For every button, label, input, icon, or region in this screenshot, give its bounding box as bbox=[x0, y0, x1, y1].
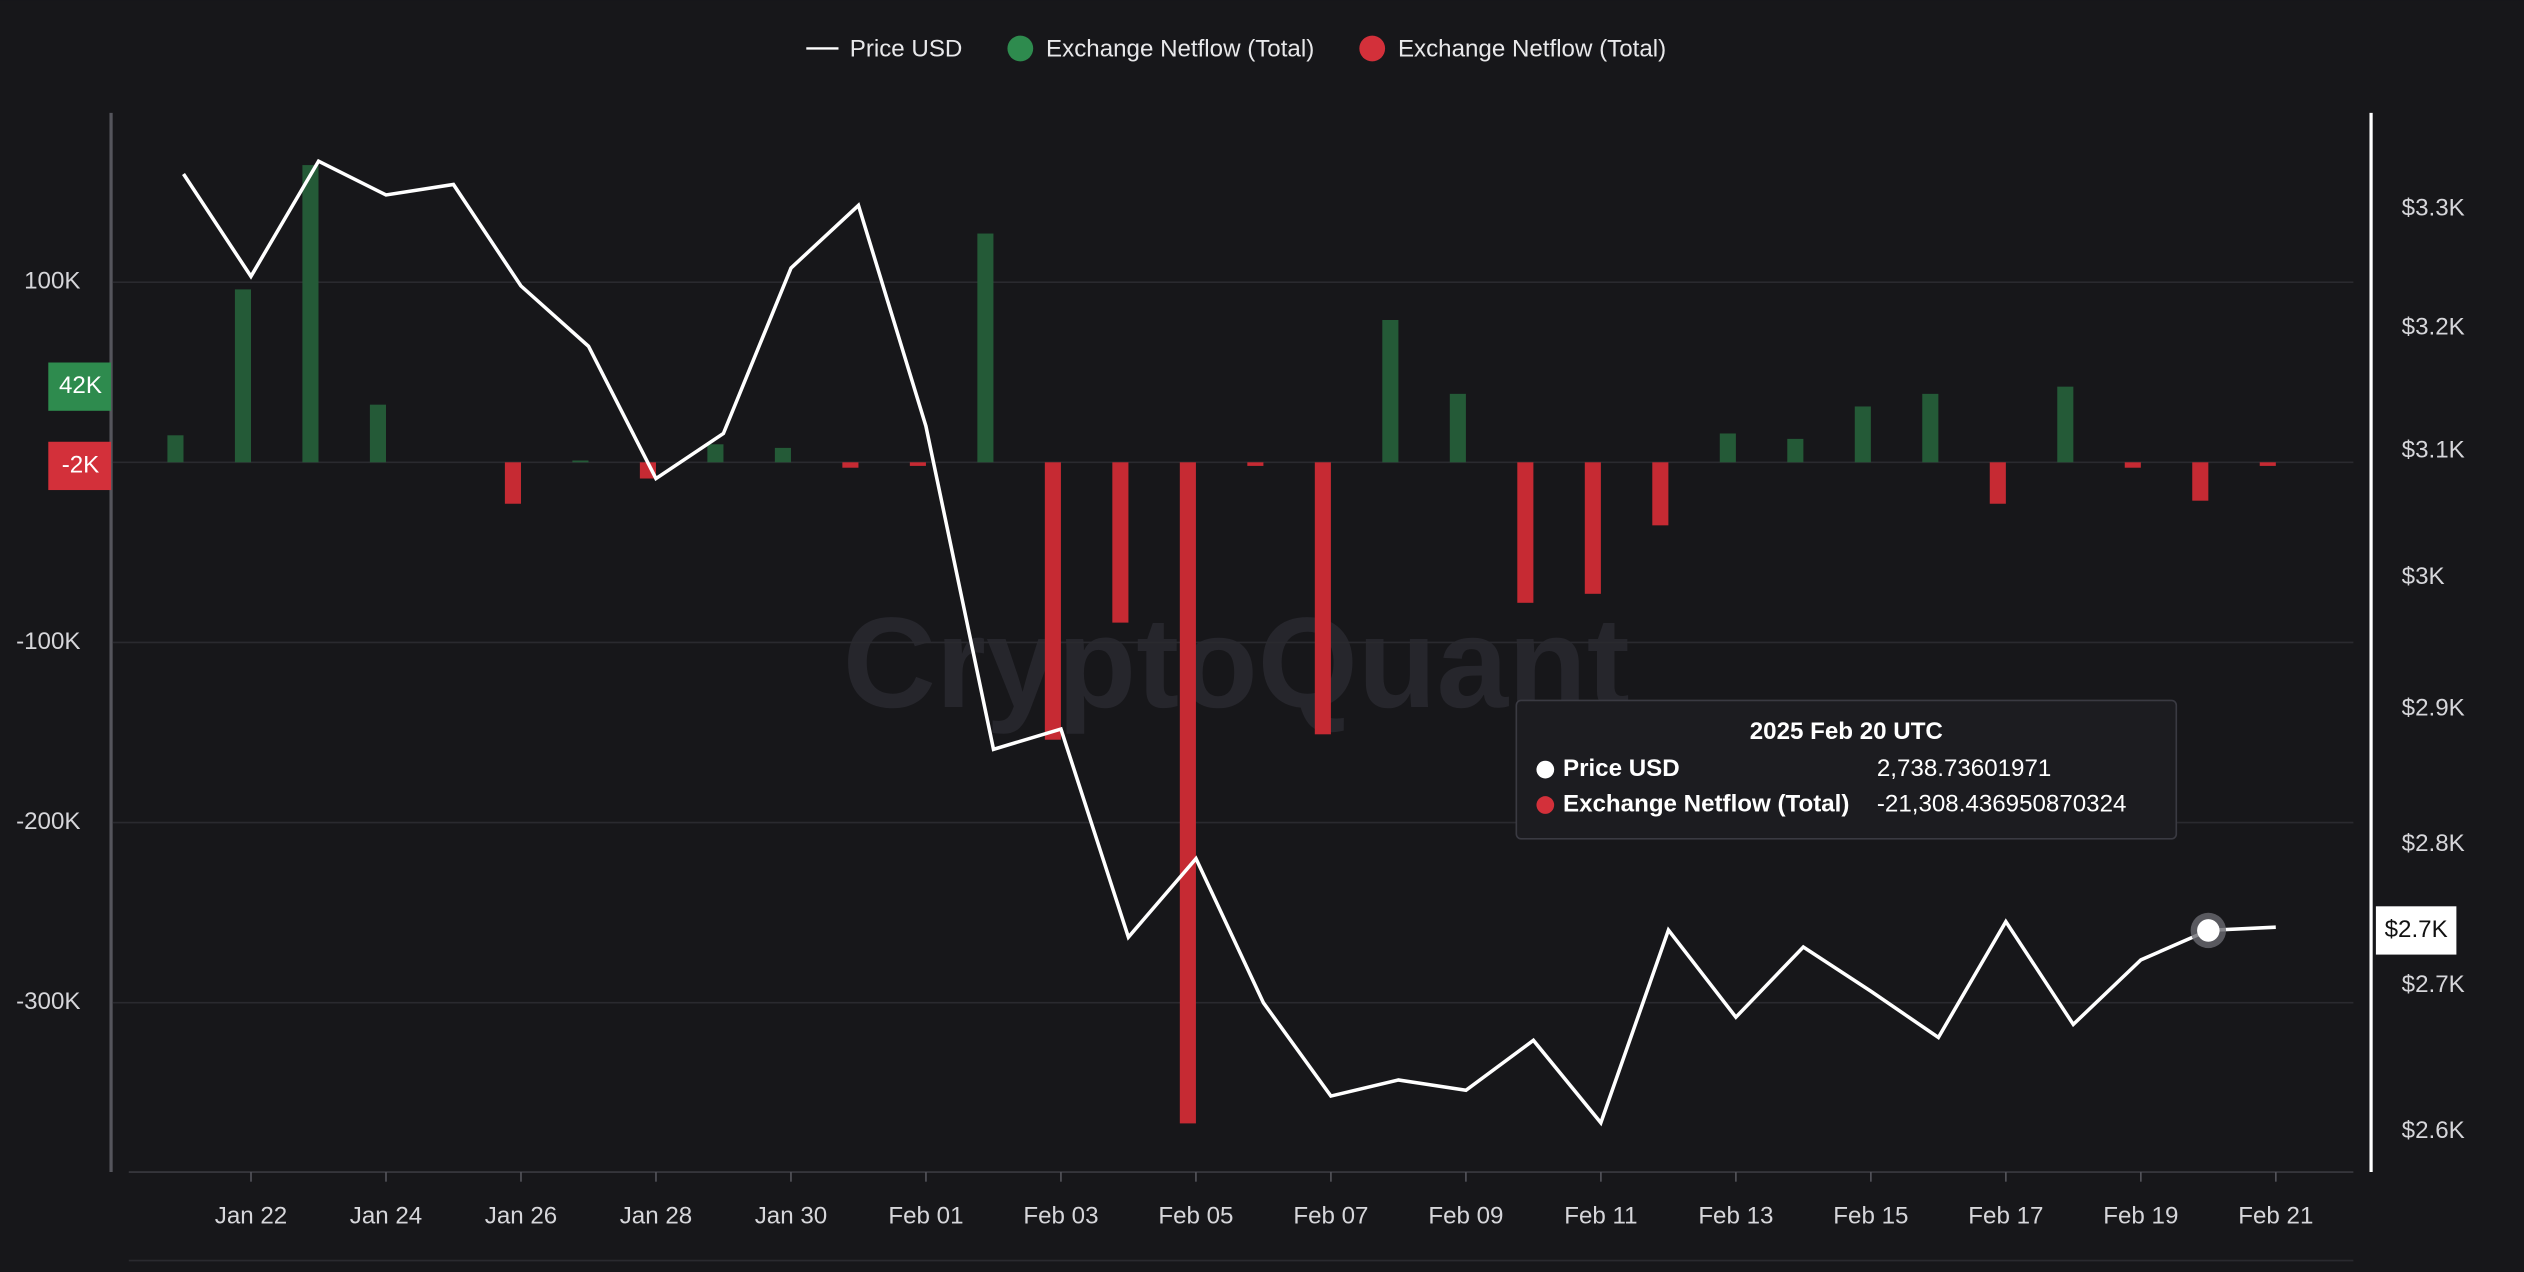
x-tick-label: Jan 22 bbox=[215, 1202, 287, 1229]
bar bbox=[707, 444, 724, 463]
bar bbox=[2259, 462, 2276, 466]
tooltip-value: 2,738.73601971 bbox=[1877, 755, 2051, 782]
bar bbox=[977, 233, 994, 463]
bar bbox=[167, 435, 184, 463]
tooltip-date: 2025 Feb 20 UTC bbox=[1750, 718, 1943, 745]
x-tick-label: Feb 05 bbox=[1158, 1202, 1233, 1229]
bar bbox=[302, 165, 319, 463]
x-tick-label: Jan 30 bbox=[755, 1202, 827, 1229]
bar bbox=[1044, 462, 1061, 740]
y-tick-label: -300K bbox=[16, 988, 80, 1015]
bar bbox=[234, 289, 251, 463]
x-tick-label: Feb 21 bbox=[2238, 1202, 2313, 1229]
value-flag bbox=[2375, 906, 2457, 955]
y2-tick-label: $3K bbox=[2402, 563, 2445, 590]
x-tick-label: Feb 19 bbox=[2103, 1202, 2178, 1229]
bar bbox=[1584, 462, 1601, 594]
y2-tick-label: $3.2K bbox=[2402, 313, 2465, 340]
x-tick-label: Jan 28 bbox=[620, 1202, 692, 1229]
value-flag-label: $2.7K bbox=[2385, 916, 2448, 943]
tooltip: 2025 Feb 20 UTC Price USD 2,738.73601971… bbox=[1515, 699, 2178, 840]
x-tick-label: Jan 26 bbox=[485, 1202, 557, 1229]
bar bbox=[2124, 462, 2141, 468]
bar bbox=[504, 462, 521, 504]
bar bbox=[1382, 320, 1399, 463]
bar bbox=[1652, 462, 1669, 526]
tooltip-dot bbox=[1536, 796, 1555, 814]
bar bbox=[842, 462, 859, 468]
x-tick-label: Feb 15 bbox=[1833, 1202, 1908, 1229]
x-tick-label: Jan 24 bbox=[350, 1202, 422, 1229]
tooltip-name: Exchange Netflow (Total) bbox=[1563, 790, 1849, 817]
y2-tick-label: $2.8K bbox=[2402, 830, 2465, 857]
x-tick-label: Feb 07 bbox=[1293, 1202, 1368, 1229]
value-flag bbox=[48, 441, 112, 491]
legend-dot bbox=[1359, 35, 1386, 62]
legend-label: Exchange Netflow (Total) bbox=[1398, 35, 1666, 62]
y-tick-label: 100K bbox=[24, 268, 80, 295]
value-flag-label: 42K bbox=[59, 372, 102, 399]
watermark: CryptoQuant bbox=[843, 591, 1630, 735]
bar bbox=[1922, 393, 1939, 463]
hover-point bbox=[2197, 919, 2220, 942]
bar bbox=[1719, 433, 1736, 463]
legend-dot bbox=[1007, 35, 1034, 62]
bar bbox=[1112, 462, 1129, 623]
bar bbox=[1314, 462, 1331, 735]
value-flag-label: -2K bbox=[62, 451, 100, 478]
x-tick-label: Feb 03 bbox=[1023, 1202, 1098, 1229]
y2-tick-label: $2.6K bbox=[2402, 1117, 2465, 1144]
bar bbox=[2192, 462, 2209, 501]
tooltip-dot bbox=[1536, 760, 1555, 779]
x-tick-label: Feb 09 bbox=[1428, 1202, 1503, 1229]
y2-tick-label: $3.1K bbox=[2402, 436, 2465, 463]
bar bbox=[369, 404, 386, 463]
y2-tick-label: $2.9K bbox=[2402, 694, 2465, 721]
bar bbox=[1517, 462, 1534, 603]
price-line bbox=[182, 158, 2276, 1127]
legend-label: Price USD bbox=[850, 35, 963, 62]
x-tick-label: Feb 11 bbox=[1564, 1202, 1637, 1229]
y-tick-label: -200K bbox=[16, 808, 80, 835]
bar bbox=[909, 462, 926, 466]
x-tick-label: Feb 13 bbox=[1698, 1202, 1773, 1229]
bar bbox=[1854, 406, 1871, 463]
bar bbox=[2057, 386, 2074, 463]
bar bbox=[1449, 393, 1466, 463]
bar bbox=[1179, 462, 1196, 1124]
bar bbox=[774, 447, 791, 463]
bar bbox=[1989, 462, 2006, 504]
legend-label: Exchange Netflow (Total) bbox=[1046, 35, 1314, 62]
y2-tick-label: $3.3K bbox=[2402, 194, 2465, 221]
y-tick-label: -100K bbox=[16, 628, 80, 655]
plot-area: 100K -100K -200K -300K $3.3K $3.2K $3.1K $3K $2.… bbox=[16, 158, 2465, 1229]
x-tick-label: Feb 17 bbox=[1968, 1202, 2043, 1229]
tooltip-name: Price USD bbox=[1563, 755, 1680, 782]
y2-tick-label: $2.7K bbox=[2402, 971, 2465, 998]
tooltip-value: -21,308.436950870324 bbox=[1877, 790, 2127, 817]
bar bbox=[572, 460, 589, 463]
bar bbox=[1247, 462, 1264, 466]
legend: Price USD Exchange Netflow (Total) Exchang… bbox=[806, 35, 1666, 62]
value-flag bbox=[48, 362, 112, 411]
x-tick-label: Feb 01 bbox=[888, 1202, 963, 1229]
tooltip-box bbox=[1515, 699, 2178, 840]
bar bbox=[1787, 438, 1804, 463]
